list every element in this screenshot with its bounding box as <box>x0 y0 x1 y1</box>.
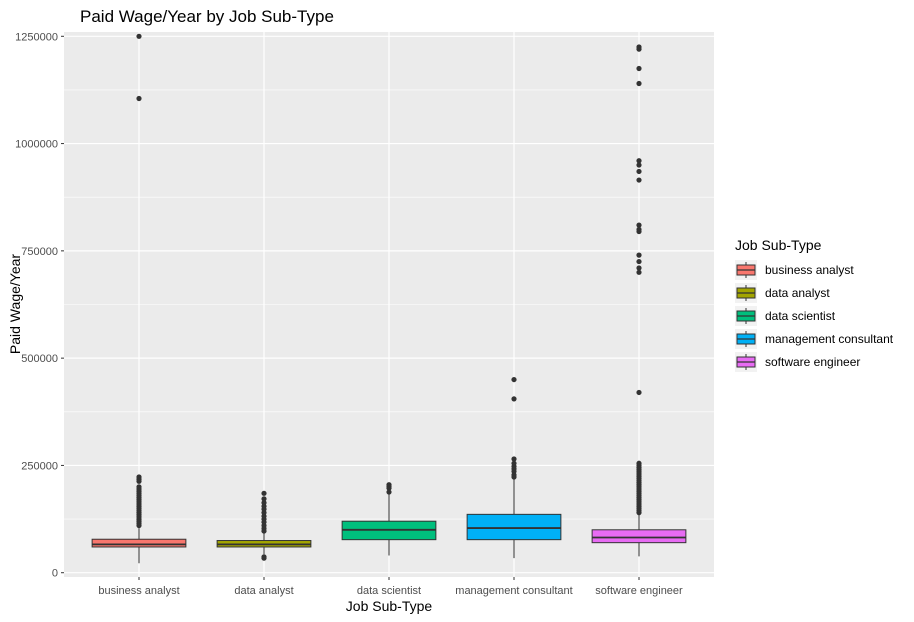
box-iqr <box>91 538 187 548</box>
outlier-point <box>636 252 642 258</box>
outlier-point <box>636 269 642 275</box>
box-business-analyst <box>91 33 187 564</box>
legend-item-data-analyst: data analyst <box>735 283 830 303</box>
x-tick-label: data scientist <box>357 585 421 597</box>
legend-title: Job Sub-Type <box>735 237 822 253</box>
outlier-point <box>636 177 642 183</box>
legend-item-business-analyst: business analyst <box>735 260 854 280</box>
outlier-point <box>636 162 642 168</box>
outlier-point <box>511 474 517 480</box>
box-iqr <box>466 513 562 541</box>
legend-label: data analyst <box>765 286 830 300</box>
box-software-engineer <box>591 44 687 557</box>
outlier-point <box>136 478 142 484</box>
outlier-point <box>636 158 642 164</box>
y-tick-label: 1000000 <box>15 139 58 151</box>
outlier-point <box>636 80 642 87</box>
legend-item-management-consultant: management consultant <box>735 329 894 349</box>
outlier-point <box>386 485 392 491</box>
outlier-point <box>636 389 642 396</box>
outlier-point <box>136 33 142 39</box>
outlier-point <box>636 46 642 52</box>
y-tick-label: 750000 <box>21 246 58 258</box>
outlier-point <box>511 396 517 402</box>
chart-title: Paid Wage/Year by Job Sub-Type <box>80 7 334 26</box>
y-tick-label: 0 <box>52 568 58 580</box>
y-tick-label: 250000 <box>21 460 58 472</box>
box-management-consultant <box>466 376 562 559</box>
outlier-point <box>636 510 642 516</box>
x-axis: business analyst data analyst data scienti… <box>98 577 683 597</box>
outlier-point <box>636 65 642 72</box>
x-tick-label: business analyst <box>98 585 179 597</box>
outlier-point <box>511 456 517 462</box>
legend-label: business analyst <box>765 263 854 277</box>
box-iqr <box>591 529 687 544</box>
legend-item-software-engineer: software engineer <box>735 352 860 372</box>
outlier-point <box>136 95 142 102</box>
x-tick-label: software engineer <box>595 585 683 597</box>
outlier-point <box>636 265 642 271</box>
x-tick-label: management consultant <box>455 585 572 597</box>
outlier-point <box>261 490 267 496</box>
legend-label: software engineer <box>765 355 860 369</box>
y-tick-label: 1250000 <box>15 31 58 43</box>
outlier-point <box>636 168 642 175</box>
legend: Job Sub-Type business analyst data analys… <box>735 237 894 372</box>
grid-major <box>64 32 714 577</box>
x-tick-label: data analyst <box>234 585 293 597</box>
outlier-point <box>636 258 642 265</box>
outlier-point <box>636 222 642 228</box>
y-axis-title: Paid Wage/Year <box>7 254 23 354</box>
box-data-scientist <box>341 482 437 556</box>
legend-item-data-scientist: data scientist <box>735 306 836 326</box>
y-axis: 0 250000 500000 750000 1000000 1250000 <box>15 31 64 580</box>
outlier-point <box>261 496 267 502</box>
boxes <box>91 33 687 564</box>
box-data-analyst <box>216 490 312 561</box>
legend-label: management consultant <box>765 332 894 346</box>
outlier-point <box>261 528 267 534</box>
outlier-point <box>136 522 142 529</box>
y-tick-label: 500000 <box>21 353 58 365</box>
outlier-point <box>511 376 517 383</box>
outlier-point <box>636 228 642 235</box>
x-axis-title: Job Sub-Type <box>346 598 433 614</box>
outlier-point <box>386 489 392 495</box>
outlier-point <box>261 555 267 561</box>
legend-label: data scientist <box>765 309 836 323</box>
